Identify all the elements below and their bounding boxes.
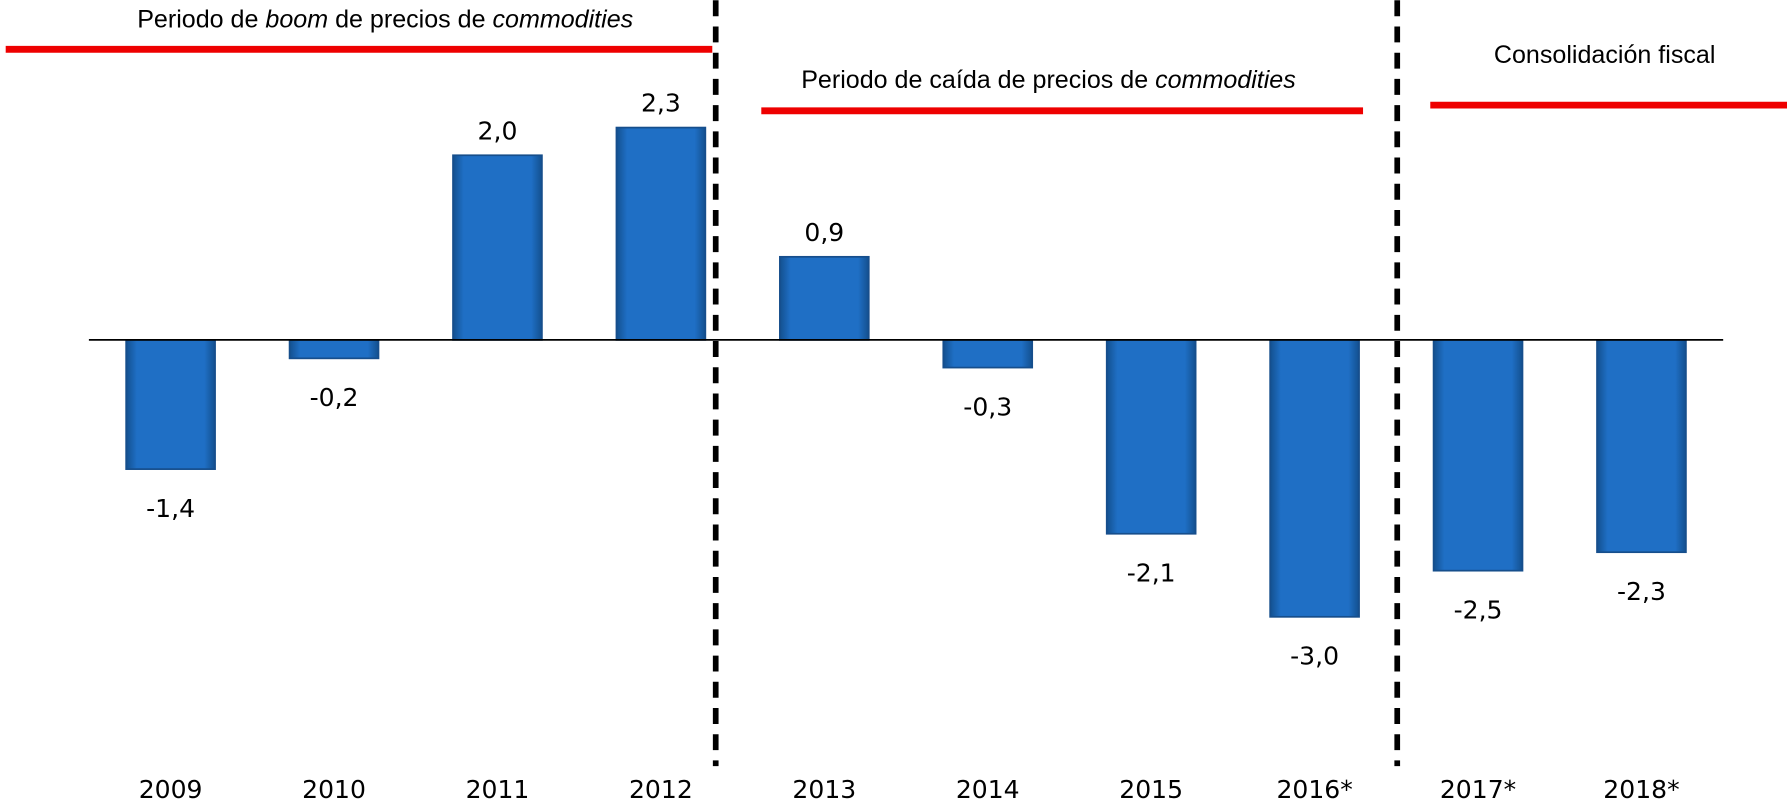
bar [1269, 339, 1360, 618]
x-tick-label: 2018* [1603, 775, 1679, 804]
annotation: Periodo de caída de precios de commoditi… [801, 66, 1296, 94]
value-label: -2,3 [1617, 577, 1666, 606]
x-tick-label: 2011 [466, 775, 530, 804]
annotation-part: Periodo de caída de precios de [801, 66, 1155, 94]
bar [615, 126, 707, 341]
value-label: -0,3 [963, 392, 1012, 421]
value-label: -3,0 [1290, 642, 1339, 671]
x-tick-label: 2010 [302, 775, 366, 804]
value-label: -2,5 [1454, 596, 1503, 625]
value-label: 2,0 [478, 116, 518, 145]
annotation-part: Periodo de [137, 6, 265, 34]
x-tick-label: 2009 [139, 775, 203, 804]
value-label: 0,9 [804, 218, 844, 247]
bar [288, 339, 380, 360]
annotation-part: commodities [1155, 66, 1296, 94]
bar [1432, 339, 1524, 572]
annotation: Consolidación fiscal [1494, 41, 1716, 69]
x-tick-label: 2014 [956, 775, 1020, 804]
annotation: Periodo de boom de precios de commoditie… [137, 6, 633, 34]
value-label: -0,2 [310, 383, 359, 412]
bar [1596, 339, 1687, 554]
x-tick-label: 2016* [1276, 775, 1352, 804]
x-tick-label: 2012 [629, 775, 693, 804]
value-label: -2,1 [1127, 559, 1176, 588]
bar [452, 154, 543, 341]
value-label: 2,3 [641, 89, 681, 118]
x-tick-label: 2013 [792, 775, 856, 804]
annotation-part: commodities [493, 6, 634, 34]
bar [942, 339, 1034, 369]
bar [779, 255, 870, 341]
x-tick-label: 2015 [1119, 775, 1183, 804]
annotation-part: boom [265, 6, 328, 34]
annotation-part: Consolidación fiscal [1494, 41, 1716, 69]
annotation-part: de precios de [328, 6, 492, 34]
bar [1105, 339, 1197, 535]
bar [125, 339, 216, 470]
value-label: -1,4 [146, 494, 195, 523]
x-tick-label: 2017* [1440, 775, 1516, 804]
